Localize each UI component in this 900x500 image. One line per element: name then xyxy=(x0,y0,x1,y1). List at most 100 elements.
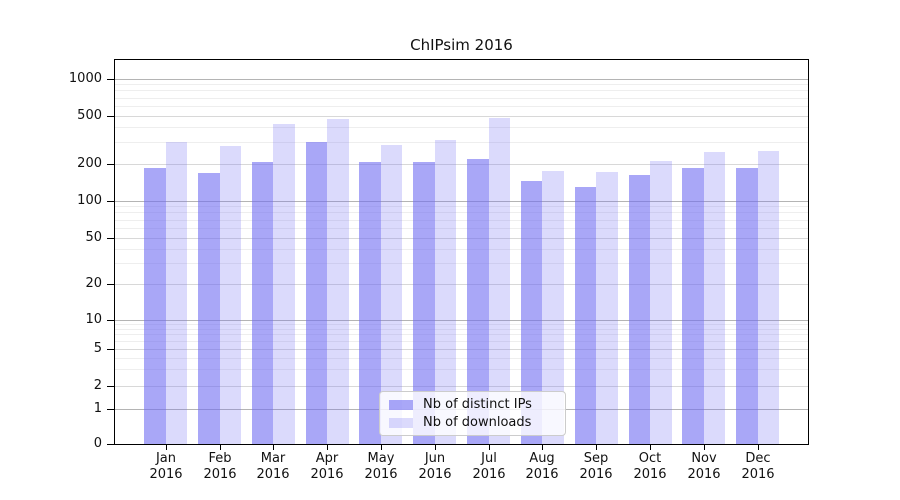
minor-gridline-700 xyxy=(115,98,808,99)
legend-swatch-downloads xyxy=(389,417,413,428)
gridline-10 xyxy=(115,320,808,321)
bar-jan-downloads xyxy=(165,142,188,444)
gridline-100 xyxy=(115,201,808,202)
y-tick-10 xyxy=(107,320,114,321)
plot-area: Nb of distinct IPs Nb of downloads xyxy=(114,59,809,445)
y-tick-1 xyxy=(107,409,114,410)
x-tick-apr xyxy=(327,445,328,450)
x-tick-label-mar: Mar 2016 xyxy=(256,451,290,482)
x-tick-label-sep: Sep 2016 xyxy=(579,451,613,482)
y-tick-label-20: 20 xyxy=(85,276,102,291)
gridline-1000 xyxy=(115,79,808,80)
x-tick-jun xyxy=(435,445,436,450)
x-tick-label-nov: Nov 2016 xyxy=(687,451,721,482)
y-tick-2 xyxy=(107,386,114,387)
bar-mar-ips xyxy=(251,162,274,444)
x-tick-label-feb: Feb 2016 xyxy=(203,451,237,482)
bar-mar-downloads xyxy=(273,124,295,444)
x-tick-feb xyxy=(220,445,221,450)
y-tick-label-0: 0 xyxy=(93,436,102,451)
x-tick-nov xyxy=(704,445,705,450)
x-tick-label-aug: Aug 2016 xyxy=(525,451,559,482)
bar-oct-downloads xyxy=(650,160,672,444)
y-tick-5 xyxy=(107,349,114,350)
minor-gridline-7 xyxy=(115,334,808,335)
bar-sep-ips xyxy=(574,187,597,444)
bar-jun-downloads xyxy=(434,139,457,444)
chart-title: ChIPsim 2016 xyxy=(410,36,513,54)
bar-feb-ips xyxy=(198,172,220,444)
y-tick-label-2: 2 xyxy=(93,378,102,393)
y-tick-200 xyxy=(107,164,114,165)
x-tick-label-jul: Jul 2016 xyxy=(472,451,506,482)
minor-gridline-3 xyxy=(115,369,808,370)
bar-oct-ips xyxy=(628,175,651,444)
y-tick-label-200: 200 xyxy=(77,156,102,171)
legend-label-distinct-ips: Nb of distinct IPs xyxy=(423,397,532,412)
x-tick-label-jun: Jun 2016 xyxy=(418,451,452,482)
minor-gridline-900 xyxy=(115,84,808,85)
minor-gridline-300 xyxy=(115,142,808,143)
y-tick-label-50: 50 xyxy=(85,230,102,245)
gridline-2 xyxy=(115,386,808,387)
y-tick-1000 xyxy=(107,79,114,80)
gridline-5 xyxy=(115,349,808,350)
legend: Nb of distinct IPs Nb of downloads xyxy=(379,391,566,436)
x-tick-jan xyxy=(166,445,167,450)
minor-gridline-40 xyxy=(115,249,808,250)
y-tick-500 xyxy=(107,116,114,117)
x-tick-may xyxy=(381,445,382,450)
gridline-200 xyxy=(115,164,808,165)
x-tick-label-oct: Oct 2016 xyxy=(633,451,667,482)
x-tick-dec xyxy=(758,445,759,450)
x-tick-oct xyxy=(650,445,651,450)
legend-item-downloads: Nb of downloads xyxy=(389,415,556,430)
bar-dec-ips xyxy=(736,168,758,444)
x-tick-mar xyxy=(273,445,274,450)
minor-gridline-70 xyxy=(115,220,808,221)
bar-aug-ips xyxy=(520,180,543,444)
bar-may-ips xyxy=(359,162,381,444)
gridline-50 xyxy=(115,238,808,239)
x-tick-label-jan: Jan 2016 xyxy=(149,451,183,482)
x-tick-sep xyxy=(596,445,597,450)
legend-item-distinct-ips: Nb of distinct IPs xyxy=(389,397,556,412)
bar-jul-ips xyxy=(467,158,489,444)
legend-swatch-distinct-ips xyxy=(389,399,413,410)
gridline-500 xyxy=(115,116,808,117)
x-tick-aug xyxy=(542,445,543,450)
gridline-20 xyxy=(115,284,808,285)
bar-jan-ips xyxy=(144,167,166,444)
minor-gridline-90 xyxy=(115,206,808,207)
y-tick-20 xyxy=(107,284,114,285)
x-tick-label-apr: Apr 2016 xyxy=(310,451,344,482)
bar-apr-ips xyxy=(305,142,328,444)
minor-gridline-8 xyxy=(115,329,808,330)
bar-nov-downloads xyxy=(703,151,726,444)
bar-may-downloads xyxy=(380,144,403,444)
y-tick-label-500: 500 xyxy=(77,108,102,123)
bar-sep-downloads xyxy=(596,172,618,444)
y-tick-100 xyxy=(107,201,114,202)
y-tick-label-100: 100 xyxy=(77,193,102,208)
x-tick-label-dec: Dec 2016 xyxy=(741,451,775,482)
y-tick-label-1: 1 xyxy=(93,401,102,416)
y-tick-label-10: 10 xyxy=(85,312,102,327)
bar-nov-ips xyxy=(682,167,704,444)
y-tick-label-1000: 1000 xyxy=(68,71,102,86)
bar-jun-ips xyxy=(413,162,435,444)
y-tick-label-5: 5 xyxy=(93,341,102,356)
minor-gridline-600 xyxy=(115,106,808,107)
bar-aug-downloads xyxy=(542,170,564,444)
minor-gridline-400 xyxy=(115,127,808,128)
y-tick-50 xyxy=(107,238,114,239)
minor-gridline-30 xyxy=(115,263,808,264)
minor-gridline-80 xyxy=(115,212,808,213)
minor-gridline-800 xyxy=(115,90,808,91)
x-tick-label-may: May 2016 xyxy=(364,451,398,482)
y-tick-0 xyxy=(107,444,114,445)
minor-gridline-9 xyxy=(115,324,808,325)
minor-gridline-60 xyxy=(115,228,808,229)
bar-jul-downloads xyxy=(488,117,511,444)
